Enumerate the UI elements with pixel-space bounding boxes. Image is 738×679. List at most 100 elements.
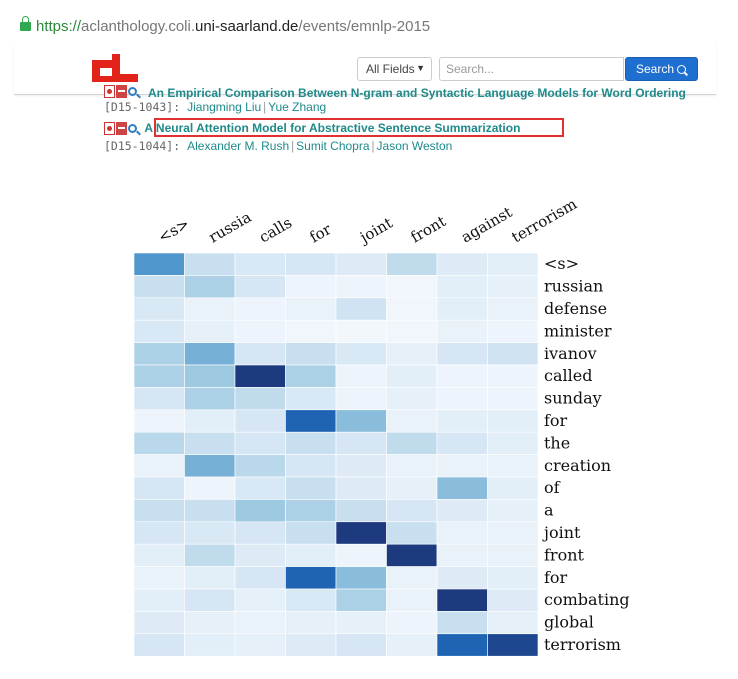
heatmap-cell <box>133 364 185 388</box>
heatmap-cell <box>234 297 286 321</box>
heatmap-cell <box>234 252 286 276</box>
list-item: A Neural Attention Model for Abstractive… <box>104 121 521 136</box>
heatmap-cell <box>335 431 387 455</box>
heatmap-cell <box>386 588 438 612</box>
heatmap-cell <box>487 431 539 455</box>
heatmap-cell <box>184 275 236 299</box>
heatmap-cell <box>184 633 236 657</box>
row-label: defense <box>544 299 607 318</box>
heatmap-cell <box>487 387 539 411</box>
heatmap-cell <box>487 476 539 500</box>
bib-icon[interactable] <box>116 85 127 99</box>
heatmap-cell <box>335 521 387 545</box>
heatmap-cell <box>386 476 438 500</box>
row-label: ivanov <box>544 344 597 363</box>
heatmap-cell <box>436 611 488 635</box>
row-label: creation <box>544 456 611 475</box>
url-text[interactable]: https://aclanthology.coli.uni-saarland.d… <box>36 18 431 35</box>
heatmap-cell <box>335 611 387 635</box>
search-input[interactable] <box>439 57 624 81</box>
heatmap-cell <box>285 476 337 500</box>
column-label: joint <box>355 214 395 248</box>
search-icon[interactable] <box>128 87 137 97</box>
heatmap-cell <box>285 319 337 343</box>
author-link[interactable]: Yue Zhang <box>268 100 327 114</box>
heatmap-cell <box>133 275 185 299</box>
heatmap-cell <box>436 454 488 478</box>
heatmap-cell <box>285 387 337 411</box>
bib-icon[interactable] <box>116 122 127 136</box>
heatmap-cell <box>436 566 488 590</box>
heatmap-cell <box>234 364 286 388</box>
heatmap-cell <box>335 588 387 612</box>
acl-logo[interactable] <box>92 54 138 82</box>
author-link[interactable]: Alexander M. Rush <box>187 139 290 153</box>
heatmap-cell <box>487 543 539 567</box>
paper-title[interactable]: A Neural Attention Model for Abstractive… <box>144 121 521 135</box>
heatmap-cell <box>436 342 488 366</box>
heatmap-cell <box>436 409 488 433</box>
heatmap-cell <box>487 297 539 321</box>
heatmap-cell <box>436 364 488 388</box>
heatmap-cell <box>234 454 286 478</box>
pdf-icon[interactable] <box>104 85 115 99</box>
heatmap-cell <box>335 387 387 411</box>
heatmap-cell <box>487 342 539 366</box>
author-link[interactable]: Jason Weston <box>376 139 453 153</box>
row-label: a <box>544 501 554 520</box>
heatmap-cell <box>133 633 185 657</box>
heatmap-cell <box>184 566 236 590</box>
heatmap-cell <box>436 252 488 276</box>
row-label: sunday <box>544 389 602 408</box>
heatmap-cell <box>386 342 438 366</box>
search-button[interactable]: Search <box>625 57 698 81</box>
field-select[interactable]: All Fields ▼ <box>357 57 432 81</box>
heatmap-cell <box>184 431 236 455</box>
heatmap-cell <box>234 633 286 657</box>
heatmap-cell <box>133 431 185 455</box>
list-item <box>104 84 138 99</box>
heatmap-cell <box>436 499 488 523</box>
pdf-icon[interactable] <box>104 122 115 136</box>
row-label: for <box>544 568 568 587</box>
heatmap-cell <box>184 543 236 567</box>
highlight-box <box>154 118 564 137</box>
row-label: for <box>544 411 568 430</box>
heatmap-cell <box>487 409 539 433</box>
heatmap-cell <box>386 611 438 635</box>
heatmap-cell <box>133 611 185 635</box>
heatmap-cell <box>386 297 438 321</box>
heatmap-cell <box>234 275 286 299</box>
heatmap-cell <box>436 543 488 567</box>
heatmap-cell <box>386 252 438 276</box>
paper-title[interactable]: An Empirical Comparison Between N-gram a… <box>148 86 686 100</box>
heatmap-cell <box>487 566 539 590</box>
heatmap-cell <box>184 364 236 388</box>
heatmap-cell <box>436 476 488 500</box>
heatmap-cell <box>184 342 236 366</box>
address-bar[interactable]: https://aclanthology.coli.uni-saarland.d… <box>0 0 738 42</box>
heatmap-cell <box>184 454 236 478</box>
search-icon[interactable] <box>128 124 137 134</box>
heatmap-cell <box>234 387 286 411</box>
heatmap-cell <box>133 387 185 411</box>
author-link[interactable]: Sumit Chopra <box>296 139 370 153</box>
row-label: combating <box>544 590 630 609</box>
column-label: for <box>307 220 336 247</box>
heatmap-cell <box>133 252 185 276</box>
author-link[interactable]: Jiangming Liu <box>187 100 262 114</box>
heatmap-cell <box>487 521 539 545</box>
heatmap-cell <box>184 588 236 612</box>
heatmap-cell <box>335 566 387 590</box>
heatmap-cell <box>133 588 185 612</box>
row-label: the <box>544 433 570 452</box>
heatmap-cell <box>487 611 539 635</box>
heatmap-cell <box>133 319 185 343</box>
heatmap-cell <box>285 521 337 545</box>
heatmap-cell <box>133 409 185 433</box>
lock-icon <box>20 16 31 31</box>
paper-meta: [D15-1043]: Jiangming Liu | Yue Zhang <box>104 100 327 114</box>
heatmap-cell <box>184 521 236 545</box>
heatmap-cell <box>335 543 387 567</box>
